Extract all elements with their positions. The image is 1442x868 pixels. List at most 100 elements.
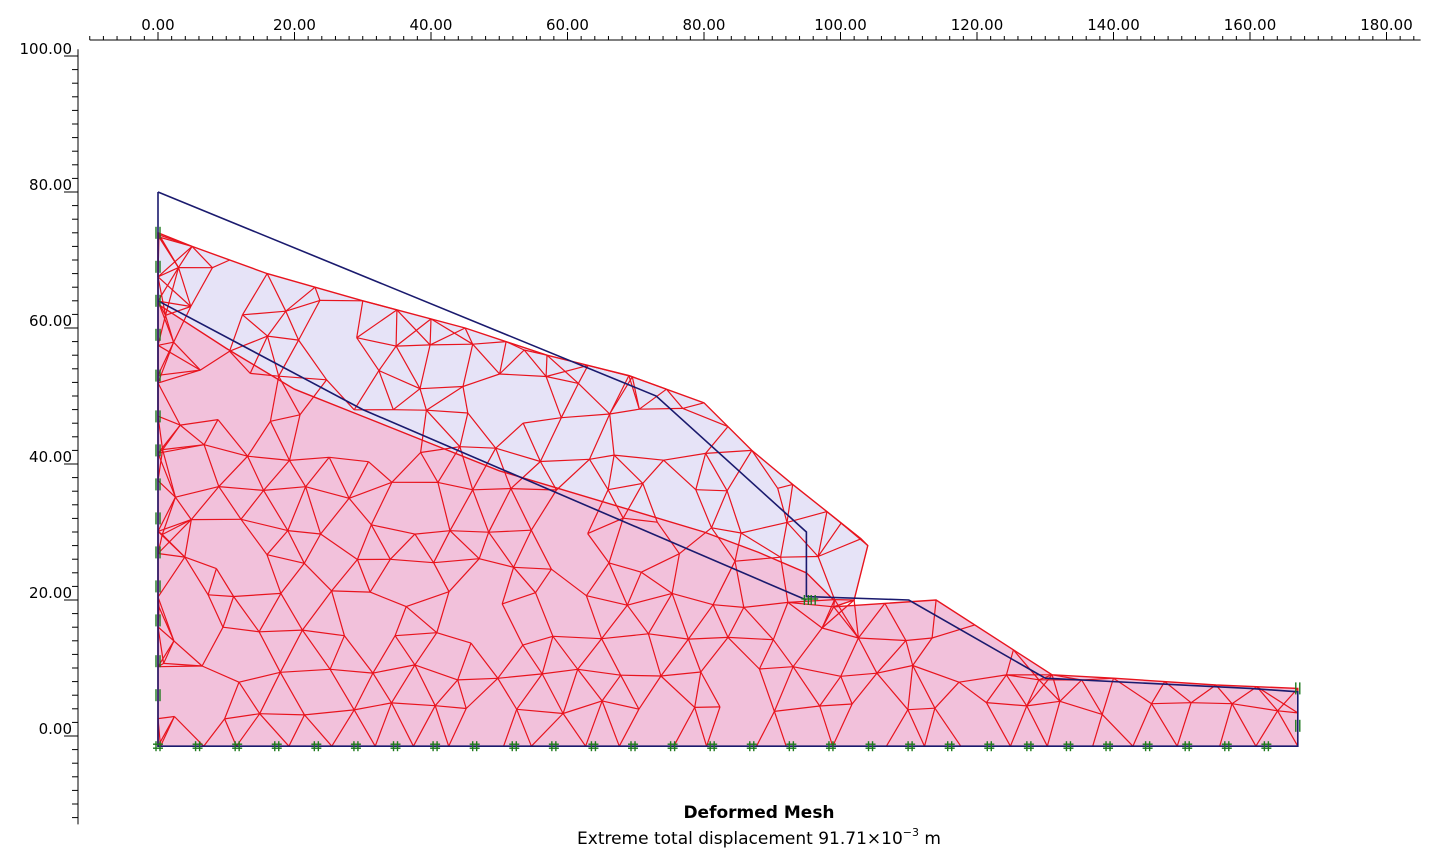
mesh-edge (542, 668, 578, 675)
mesh-edge (876, 664, 913, 674)
mesh-edge (821, 606, 835, 629)
fixity-marker (588, 741, 599, 752)
mesh-edge (628, 375, 640, 410)
mesh-edge (298, 300, 321, 341)
mesh-layer (157, 231, 1299, 747)
mesh-edge (1006, 674, 1039, 681)
mesh-edge (530, 713, 564, 747)
mesh-edge (876, 672, 909, 711)
mesh-edge (394, 606, 407, 636)
mesh-edge (985, 702, 1011, 747)
mesh-edge (371, 524, 416, 535)
mesh-edge (502, 592, 536, 605)
subtitle-unit: m (919, 829, 941, 849)
mesh-edge (608, 518, 624, 564)
mesh-edge (370, 524, 391, 560)
mesh-edge (503, 709, 518, 747)
mesh-edge (562, 669, 579, 714)
mesh-edge (420, 452, 439, 483)
mesh-edge (1215, 684, 1233, 705)
mesh-edge (510, 461, 541, 490)
mesh-edge (1059, 679, 1083, 702)
mesh-edge (247, 455, 290, 461)
mesh-edge (157, 626, 165, 664)
mesh-edge (356, 309, 398, 339)
mesh-edge (773, 666, 794, 712)
fixity-marker (808, 595, 819, 605)
fixity-marker (1063, 741, 1074, 752)
mesh-edge (449, 489, 474, 531)
mesh-edge (1009, 705, 1028, 747)
mesh-edge (958, 681, 987, 704)
mesh-edge (1005, 674, 1028, 707)
mesh-edge (267, 335, 299, 341)
mesh-edge (395, 309, 398, 347)
mesh-edge (212, 259, 230, 269)
fixity-marker (430, 741, 441, 752)
mesh-edge (162, 449, 176, 498)
mesh-edge (618, 708, 640, 747)
mesh-edge (695, 489, 728, 492)
mesh-edge (601, 638, 622, 676)
mesh-edge (608, 562, 628, 606)
mesh-edge (772, 602, 789, 640)
mesh-edge (734, 532, 742, 562)
mesh-edge (161, 534, 186, 558)
mesh-edge (694, 706, 721, 708)
x-tick-label: 0.00 (141, 16, 174, 34)
mesh-edge (157, 344, 201, 371)
mesh-edge (710, 490, 728, 529)
mesh-edge (857, 603, 886, 639)
mesh-edge (288, 460, 307, 488)
fixity-marker (548, 741, 559, 752)
mesh-edge (577, 638, 603, 670)
mesh-edge (207, 594, 224, 628)
mesh-edge (161, 497, 176, 535)
mesh-edge (958, 674, 1007, 683)
mesh-edge (488, 488, 512, 533)
mesh-edge (711, 527, 742, 534)
mesh-edge (462, 386, 469, 414)
x-tick-label: 80.00 (683, 16, 726, 34)
mesh-edge (666, 388, 684, 409)
mesh-edge (545, 364, 589, 378)
mesh-edge (622, 483, 644, 519)
mesh-edge (601, 633, 649, 640)
mesh-edge (705, 449, 752, 454)
mesh-edge (159, 716, 175, 747)
mesh-edge (774, 705, 820, 712)
mesh-edge (356, 559, 371, 593)
mesh-edge (412, 705, 436, 747)
mesh-edge (1026, 705, 1048, 747)
x-tick-label: 160.00 (1224, 16, 1277, 34)
mesh-edge (851, 672, 878, 705)
undeformed-layer-line (157, 300, 807, 601)
mesh-edge (420, 410, 427, 453)
mesh-edge (726, 490, 742, 534)
mesh-edge (497, 677, 518, 710)
mesh-edge (280, 593, 303, 631)
mesh-edge (522, 635, 554, 646)
mesh-edge (177, 246, 193, 268)
mesh-edge (218, 486, 242, 520)
y-tick-label: 80.00 (29, 176, 72, 194)
mesh-edge (577, 365, 589, 384)
mesh-edge (430, 318, 474, 345)
mesh-edge (700, 671, 721, 708)
mesh-edge (713, 604, 744, 608)
mesh-edge (356, 524, 372, 560)
mesh-edge (266, 554, 282, 594)
mesh-edge (700, 637, 729, 673)
mesh-edge (516, 709, 532, 747)
mesh-edge (488, 531, 515, 568)
mesh-edge (374, 702, 393, 747)
mesh-edge (267, 310, 287, 337)
mesh-edge (682, 402, 705, 409)
mesh-edge (541, 673, 564, 714)
mesh-edge (540, 458, 590, 463)
fixity-marker (192, 741, 203, 752)
mesh-edge (601, 604, 628, 640)
mesh-edge (501, 603, 524, 646)
x-tick-label: 140.00 (1087, 16, 1140, 34)
mesh-edge (157, 665, 203, 668)
